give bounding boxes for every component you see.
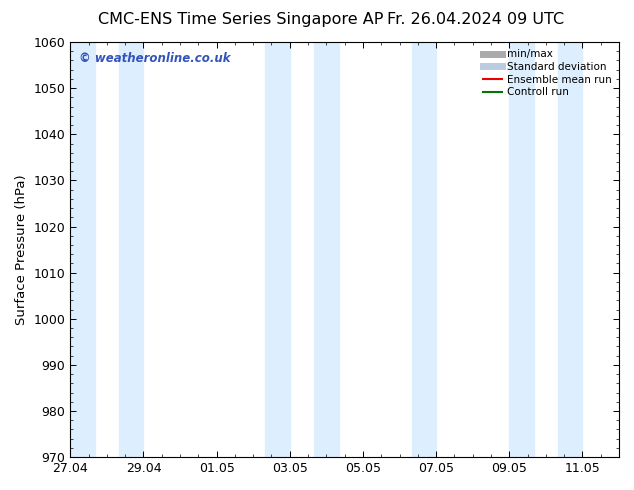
Legend: min/max, Standard deviation, Ensemble mean run, Controll run: min/max, Standard deviation, Ensemble me… <box>481 47 614 99</box>
Bar <box>70 42 94 457</box>
Y-axis label: Surface Pressure (hPa): Surface Pressure (hPa) <box>15 174 28 325</box>
Text: Fr. 26.04.2024 09 UTC: Fr. 26.04.2024 09 UTC <box>387 12 564 27</box>
Text: CMC-ENS Time Series Singapore AP: CMC-ENS Time Series Singapore AP <box>98 12 384 27</box>
Text: © weatheronline.co.uk: © weatheronline.co.uk <box>79 52 230 66</box>
Bar <box>119 42 143 457</box>
Bar <box>509 42 534 457</box>
Bar <box>558 42 583 457</box>
Bar <box>266 42 290 457</box>
Bar <box>411 42 436 457</box>
Bar <box>314 42 339 457</box>
